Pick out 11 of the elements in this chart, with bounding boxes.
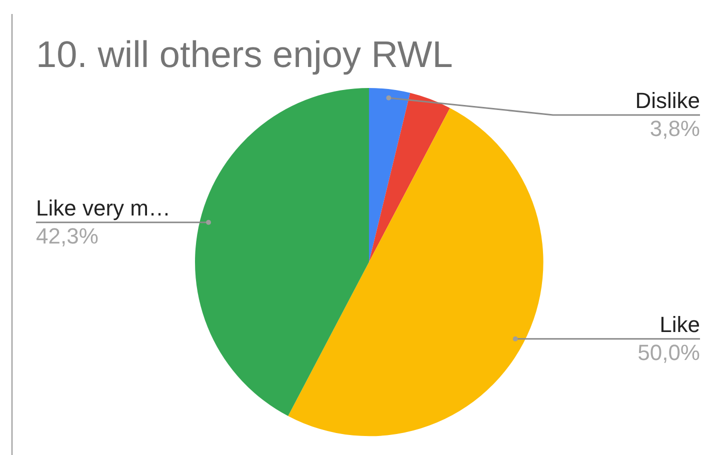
data-label: 42,3%	[36, 223, 98, 248]
pie-slice	[369, 88, 410, 262]
slice-label: Like	[660, 312, 700, 337]
pie-slice	[369, 92, 450, 262]
slice-label: Like very m…	[36, 195, 170, 220]
pie-slice	[288, 108, 544, 436]
data-label: 3,8%	[650, 116, 700, 141]
pie-slice	[195, 88, 369, 416]
data-label: 50,0%	[638, 340, 700, 365]
slice-label: Dislike	[635, 88, 700, 113]
chart-title: 10. will others enjoy RWL	[36, 34, 453, 75]
